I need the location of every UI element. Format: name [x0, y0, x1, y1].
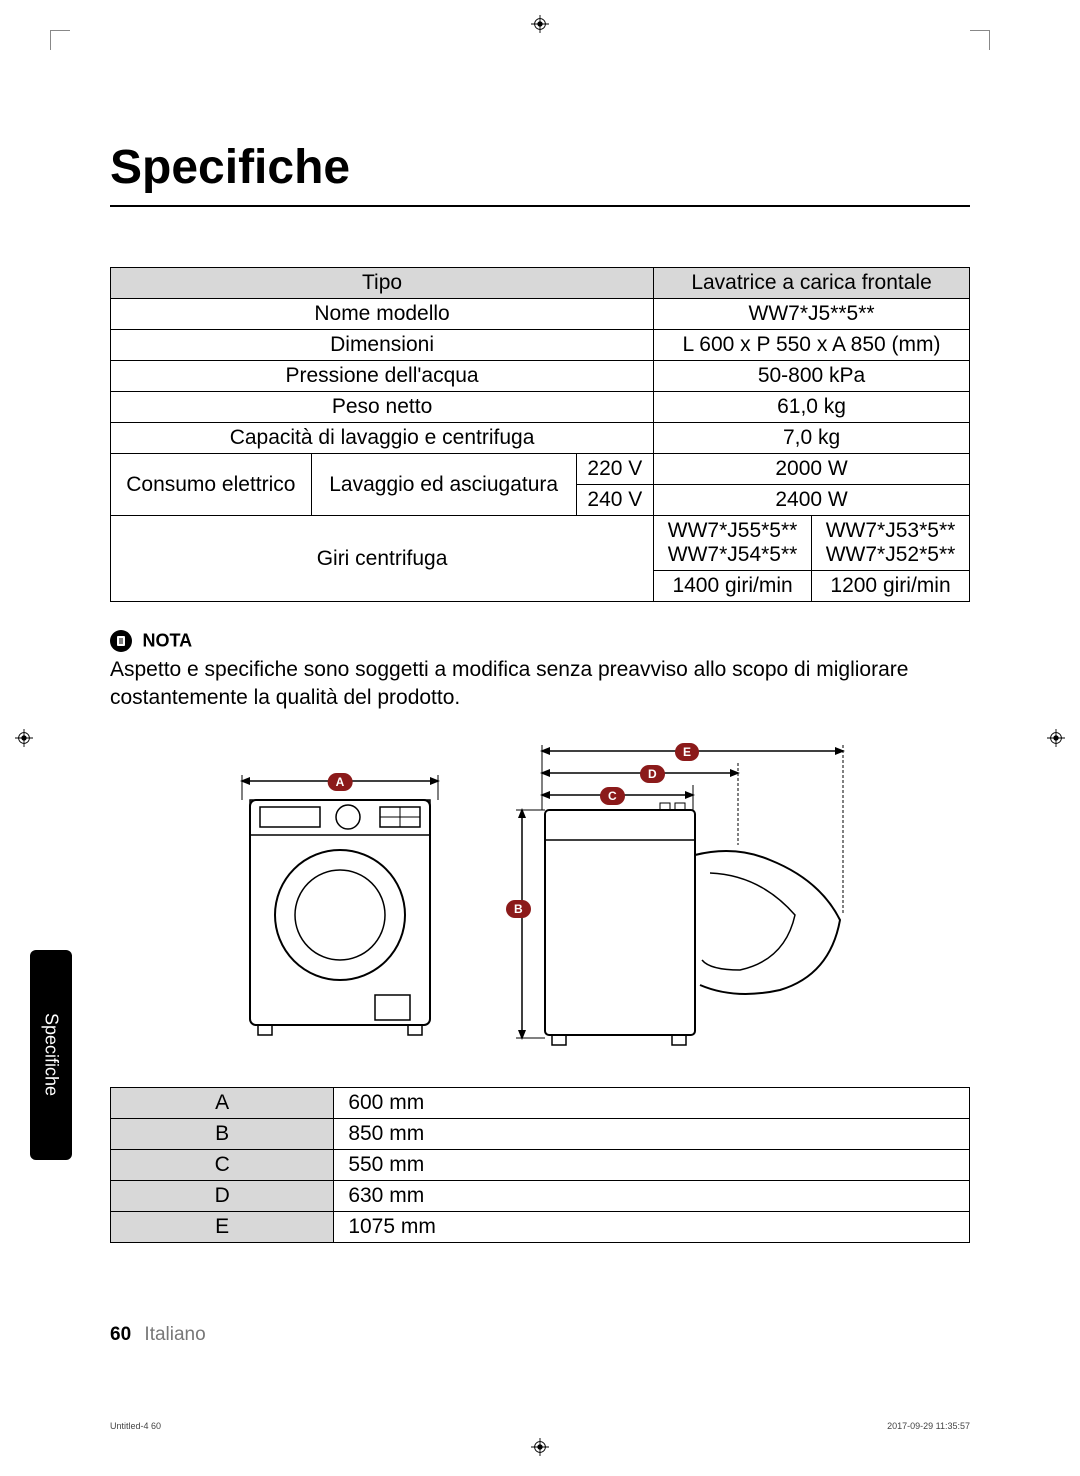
table-row: Capacità di lavaggio e centrifuga 7,0 kg	[111, 423, 970, 454]
print-footer: Untitled-4 60 2017-09-29 11:35:57	[110, 1421, 970, 1431]
side-tab: Specifiche	[30, 950, 72, 1160]
spec-voltage: 220 V	[576, 454, 653, 485]
dim-key: A	[111, 1087, 334, 1118]
spec-label: Tipo	[111, 268, 654, 299]
spec-value: 50-800 kPa	[654, 361, 970, 392]
spec-label: Lavaggio ed asciugatura	[311, 454, 576, 516]
dim-val: 630 mm	[334, 1180, 970, 1211]
dim-val: 850 mm	[334, 1118, 970, 1149]
dimension-badge: A	[328, 773, 353, 791]
spec-rpm: 1400 giri/min	[654, 571, 812, 602]
diagrams: A	[110, 745, 970, 1055]
table-row: A 600 mm	[111, 1087, 970, 1118]
registration-mark-icon	[1047, 729, 1065, 747]
page-title: Specifiche	[110, 140, 970, 195]
spec-models: WW7*J53*5** WW7*J52*5**	[812, 516, 970, 571]
dimensions-table: A 600 mm B 850 mm C 550 mm D 630 mm E 10…	[110, 1087, 970, 1243]
note-label: NOTA	[142, 631, 192, 651]
spec-value: L 600 x P 550 x A 850 (mm)	[654, 330, 970, 361]
dim-val: 1075 mm	[334, 1211, 970, 1242]
dimension-badge: E	[675, 743, 699, 761]
registration-mark-icon	[531, 1438, 549, 1456]
spec-watts: 2000 W	[654, 454, 970, 485]
table-row: Consumo elettrico Lavaggio ed asciugatur…	[111, 454, 970, 485]
spec-label: Peso netto	[111, 392, 654, 423]
dimension-badge: B	[506, 900, 531, 918]
note-section: NOTA Aspetto e specifiche sono soggetti …	[110, 630, 970, 713]
page-footer: 60 Italiano	[110, 1324, 206, 1346]
note-icon	[110, 630, 132, 652]
table-row: D 630 mm	[111, 1180, 970, 1211]
dim-val: 550 mm	[334, 1149, 970, 1180]
print-footer-right: 2017-09-29 11:35:57	[887, 1421, 970, 1431]
spec-label: Pressione dell'acqua	[111, 361, 654, 392]
print-footer-left: Untitled-4 60	[110, 1421, 161, 1431]
spec-value: 61,0 kg	[654, 392, 970, 423]
spec-rpm: 1200 giri/min	[812, 571, 970, 602]
table-row: Peso netto 61,0 kg	[111, 392, 970, 423]
crop-mark-icon	[50, 30, 70, 50]
spec-table: Tipo Lavatrice a carica frontale Nome mo…	[110, 267, 970, 602]
registration-mark-icon	[15, 729, 33, 747]
registration-mark-icon	[531, 15, 549, 33]
table-row: Tipo Lavatrice a carica frontale	[111, 268, 970, 299]
page-number: 60	[110, 1324, 131, 1345]
dimension-badge: C	[600, 787, 625, 805]
table-row: B 850 mm	[111, 1118, 970, 1149]
diagram-side: E D C B	[510, 745, 850, 1055]
dim-key: E	[111, 1211, 334, 1242]
spec-value: WW7*J5**5**	[654, 299, 970, 330]
spec-models: WW7*J55*5** WW7*J54*5**	[654, 516, 812, 571]
spec-label: Dimensioni	[111, 330, 654, 361]
spec-label: Giri centrifuga	[111, 516, 654, 602]
table-row: Nome modello WW7*J5**5**	[111, 299, 970, 330]
table-row: Giri centrifuga WW7*J55*5** WW7*J54*5** …	[111, 516, 970, 571]
spec-label: Nome modello	[111, 299, 654, 330]
spec-watts: 2400 W	[654, 485, 970, 516]
side-tab-label: Specifiche	[41, 1013, 62, 1096]
dim-key: D	[111, 1180, 334, 1211]
spec-label: Consumo elettrico	[111, 454, 312, 516]
page-language: Italiano	[144, 1324, 205, 1345]
dim-val: 600 mm	[334, 1087, 970, 1118]
dimension-badge: D	[640, 765, 665, 783]
diagram-front: A	[230, 745, 450, 1045]
spec-label: Capacità di lavaggio e centrifuga	[111, 423, 654, 454]
title-rule	[110, 205, 970, 207]
crop-mark-icon	[970, 30, 990, 50]
table-row: E 1075 mm	[111, 1211, 970, 1242]
spec-value: Lavatrice a carica frontale	[654, 268, 970, 299]
table-row: Pressione dell'acqua 50-800 kPa	[111, 361, 970, 392]
table-row: Dimensioni L 600 x P 550 x A 850 (mm)	[111, 330, 970, 361]
dim-key: B	[111, 1118, 334, 1149]
note-text: Aspetto e specifiche sono soggetti a mod…	[110, 656, 970, 713]
spec-value: 7,0 kg	[654, 423, 970, 454]
spec-voltage: 240 V	[576, 485, 653, 516]
table-row: C 550 mm	[111, 1149, 970, 1180]
dim-key: C	[111, 1149, 334, 1180]
